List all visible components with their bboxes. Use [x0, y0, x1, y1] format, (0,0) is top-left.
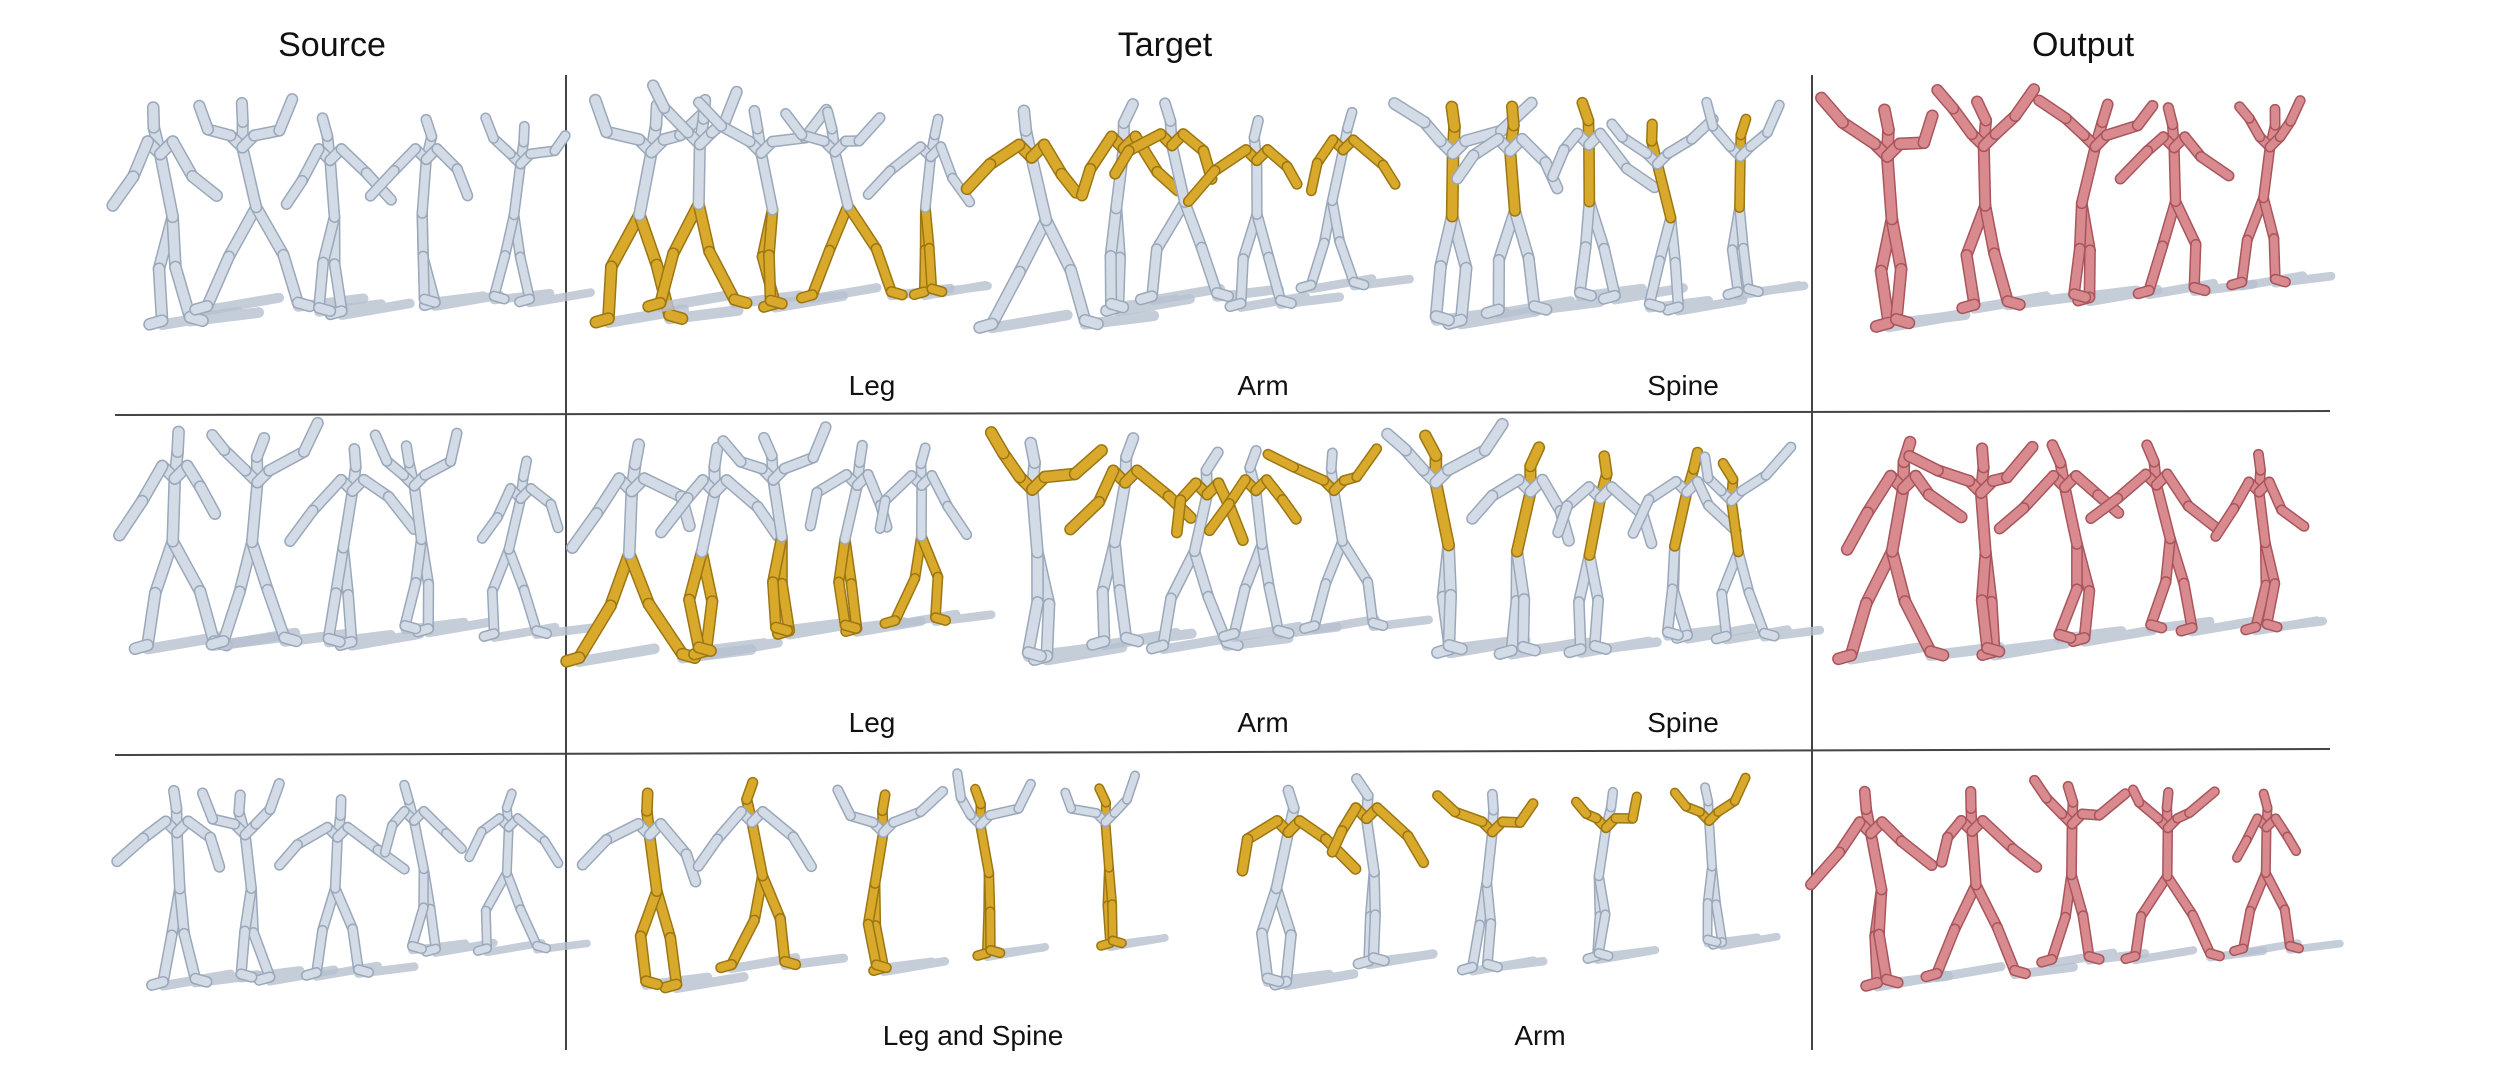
- skeleton-figure-icon: [2226, 95, 2336, 291]
- skeleton-figure-icon: [464, 788, 591, 957]
- skeleton-figure-icon: [1432, 788, 1548, 976]
- skeleton-figure-icon: [1606, 113, 1748, 316]
- skeleton-figure-icon: [1381, 417, 1531, 659]
- row2-output-panel: [1832, 435, 2328, 666]
- row3-source-panel: [111, 778, 591, 991]
- skeleton-figure-icon: [1451, 100, 1605, 320]
- skeleton-figure-icon: [832, 784, 950, 977]
- row1-output-panel: [1815, 83, 2336, 333]
- skeleton-figure-icon: [369, 427, 498, 638]
- skeleton-figure-icon: [1805, 785, 1953, 992]
- skeleton-figure-icon: [804, 439, 926, 637]
- skeleton-figure-icon: [874, 442, 996, 629]
- divider-line-3: [114, 410, 2331, 416]
- row2-target1-label: Leg: [848, 707, 896, 738]
- skeleton-figure-icon: [1903, 440, 2072, 662]
- skeleton-figure-icon: [205, 416, 356, 651]
- row3-target2-label: Arm: [1514, 1020, 1566, 1051]
- skeleton-figure-icon: [952, 768, 1050, 962]
- row3-output-panel: [1805, 774, 2344, 992]
- skeleton-figure-icon: [1993, 439, 2158, 648]
- skeleton-figure-icon: [984, 426, 1128, 667]
- skeleton-figure-icon: [1669, 772, 1781, 950]
- skeleton-figure-icon: [1326, 773, 1438, 970]
- skeleton-figure-icon: [1815, 91, 1971, 333]
- skeleton-figure-icon: [1570, 786, 1660, 965]
- row2-target3-label: Spine: [1647, 707, 1719, 738]
- skeleton-figure-icon: [2114, 102, 2258, 300]
- skeleton-figure-icon: [1931, 83, 2079, 315]
- row2-target3-panel: [1381, 417, 1825, 660]
- row1-target1-label: Leg: [848, 370, 896, 401]
- skeleton-figure-icon: [2029, 774, 2150, 968]
- skeleton-figure-icon: [717, 421, 863, 640]
- row3-target2-panel: [1236, 772, 1781, 991]
- row3-target1-panel: [576, 768, 1169, 994]
- skeleton-figure-icon: [2033, 94, 2163, 307]
- row2-source-panel: [113, 416, 597, 655]
- skeleton-figure-icon: [1466, 441, 1594, 660]
- row3-target1-label: Leg and Spine: [882, 1020, 1064, 1051]
- skeleton-figure-icon: [692, 776, 849, 974]
- skeleton-figure-icon: [1060, 770, 1169, 952]
- row2-target1-panel: [560, 421, 996, 668]
- row1-target3-label: Spine: [1647, 370, 1719, 401]
- skeleton-figure-icon: [480, 112, 595, 308]
- skeleton-figure-icon: [1832, 435, 2005, 666]
- skeleton-figure-icon: [1699, 441, 1825, 645]
- header-output: Output: [2031, 26, 2135, 64]
- skeleton-figure-icon: [111, 784, 262, 991]
- row1-target3-panel: [1388, 96, 1809, 330]
- skeleton-figure-icon: [274, 794, 419, 981]
- row1-target2-label: Arm: [1237, 370, 1289, 401]
- skeleton-figure-icon: [189, 93, 369, 316]
- skeleton-figure-icon: [960, 104, 1160, 334]
- skeleton-figure-icon: [364, 113, 505, 312]
- skeleton-figure-icon: [196, 778, 339, 986]
- header-source: Source: [278, 26, 386, 64]
- skeleton-figure-icon: [1552, 450, 1662, 659]
- header-target: Target: [1117, 26, 1213, 64]
- skeleton-figure-icon: [862, 113, 992, 301]
- skeleton-figure-icon: [1064, 432, 1197, 651]
- skeleton-figure-icon: [1262, 443, 1433, 634]
- skeleton-figure-icon: [1182, 114, 1345, 313]
- skeleton-figure-icon: [2229, 788, 2344, 957]
- divider-line-4: [114, 748, 2331, 756]
- skeleton-figure-icon: [2120, 784, 2268, 965]
- row1-target2-panel: [960, 97, 1414, 334]
- skeleton-figure-icon: [1236, 784, 1362, 991]
- skeleton-figure-icon: [280, 112, 415, 321]
- skeleton-figure-icon: [2085, 439, 2262, 637]
- skeleton-figure-icon: [1295, 106, 1414, 294]
- row2-target2-label: Arm: [1237, 707, 1289, 738]
- skeleton-figure-icon: [1145, 446, 1294, 655]
- skeleton-figure-icon: [2210, 448, 2328, 636]
- row1-source-panel: [106, 93, 595, 331]
- skeleton-figure-icon: [476, 455, 597, 642]
- row2-target2-panel: [984, 426, 1433, 667]
- skeleton-figure-icon: [576, 787, 749, 994]
- skeleton-figure-icon: [642, 79, 806, 313]
- skeleton-figure-icon: [284, 443, 425, 651]
- skeleton-figure-icon: [106, 101, 265, 331]
- skeleton-figure-icon: [655, 441, 784, 661]
- skeleton-figure-icon: [1701, 96, 1809, 301]
- skeleton-figure-icon: [1203, 445, 1342, 643]
- skeleton-figure-icon: [1920, 785, 2078, 983]
- row1-target1-panel: [588, 79, 992, 329]
- skeleton-figure-icon: [1627, 446, 1757, 644]
